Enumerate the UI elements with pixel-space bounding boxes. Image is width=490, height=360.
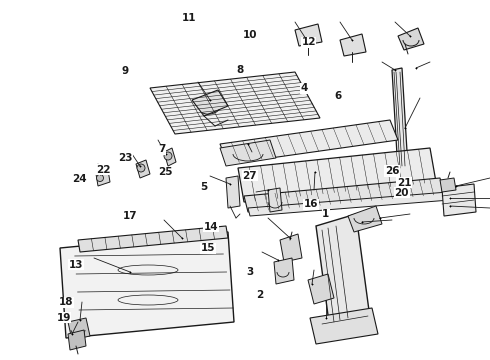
Polygon shape bbox=[220, 140, 276, 166]
Text: 11: 11 bbox=[181, 13, 196, 23]
Polygon shape bbox=[388, 150, 424, 176]
Text: 18: 18 bbox=[59, 297, 74, 307]
Text: 2: 2 bbox=[256, 290, 263, 300]
Polygon shape bbox=[136, 160, 150, 178]
Polygon shape bbox=[244, 178, 444, 212]
Polygon shape bbox=[295, 24, 322, 46]
Text: 21: 21 bbox=[397, 178, 412, 188]
Text: 23: 23 bbox=[118, 153, 132, 163]
Polygon shape bbox=[348, 206, 382, 232]
Polygon shape bbox=[274, 258, 294, 284]
Text: 6: 6 bbox=[335, 91, 342, 102]
Polygon shape bbox=[316, 214, 370, 330]
Text: 13: 13 bbox=[69, 260, 83, 270]
Text: 10: 10 bbox=[243, 30, 257, 40]
Text: 4: 4 bbox=[300, 83, 308, 93]
Polygon shape bbox=[226, 176, 240, 208]
Polygon shape bbox=[268, 188, 282, 212]
Text: 7: 7 bbox=[158, 144, 166, 154]
Polygon shape bbox=[442, 184, 476, 216]
Circle shape bbox=[97, 175, 103, 181]
Text: 20: 20 bbox=[394, 188, 409, 198]
Text: 16: 16 bbox=[304, 199, 318, 209]
Polygon shape bbox=[280, 234, 302, 262]
Text: 5: 5 bbox=[200, 182, 207, 192]
Polygon shape bbox=[60, 232, 234, 338]
Polygon shape bbox=[78, 226, 228, 252]
Text: 1: 1 bbox=[322, 209, 329, 219]
Text: 26: 26 bbox=[385, 166, 399, 176]
Polygon shape bbox=[392, 68, 408, 172]
Text: 8: 8 bbox=[237, 65, 244, 75]
Polygon shape bbox=[150, 72, 320, 134]
Polygon shape bbox=[398, 28, 424, 50]
Polygon shape bbox=[68, 318, 90, 340]
Polygon shape bbox=[164, 148, 176, 166]
Polygon shape bbox=[220, 120, 398, 164]
Text: 12: 12 bbox=[301, 37, 316, 48]
Text: 22: 22 bbox=[96, 165, 110, 175]
Polygon shape bbox=[96, 170, 110, 186]
Text: 3: 3 bbox=[246, 267, 253, 277]
Polygon shape bbox=[310, 308, 378, 344]
Circle shape bbox=[137, 164, 145, 172]
Text: 17: 17 bbox=[122, 211, 137, 221]
Polygon shape bbox=[238, 148, 436, 202]
Text: 14: 14 bbox=[203, 222, 218, 232]
Polygon shape bbox=[440, 178, 456, 192]
Polygon shape bbox=[68, 330, 86, 350]
Text: 25: 25 bbox=[158, 167, 173, 177]
Polygon shape bbox=[248, 192, 450, 216]
Text: 24: 24 bbox=[72, 174, 87, 184]
Text: 9: 9 bbox=[122, 66, 128, 76]
Text: 15: 15 bbox=[201, 243, 216, 253]
Polygon shape bbox=[308, 274, 334, 304]
Circle shape bbox=[164, 152, 172, 160]
Polygon shape bbox=[340, 34, 366, 56]
Text: 27: 27 bbox=[243, 171, 257, 181]
Polygon shape bbox=[192, 90, 228, 116]
Text: 19: 19 bbox=[56, 312, 71, 323]
